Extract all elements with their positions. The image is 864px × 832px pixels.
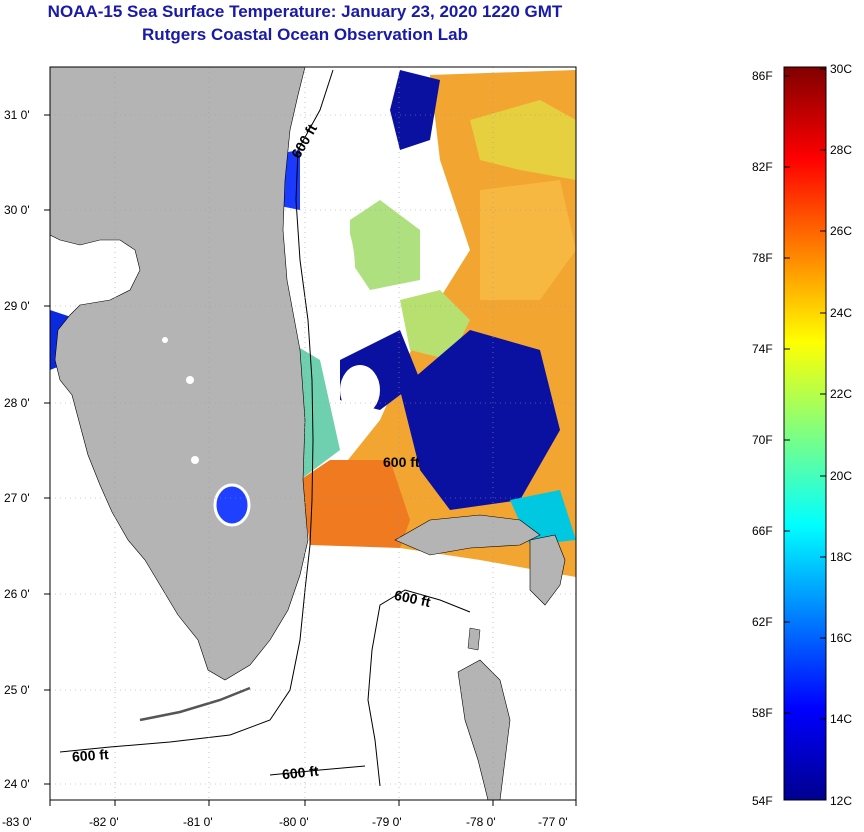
colorbar-c-label: 24C xyxy=(830,306,852,320)
contour-label: 600 ft xyxy=(281,763,319,783)
florida-keys xyxy=(139,686,251,722)
lon-label: -79 0' xyxy=(372,815,402,829)
lon-label: -82 0' xyxy=(89,815,119,829)
florida-landmass xyxy=(50,67,309,681)
colorbar-c-label: 12C xyxy=(830,794,852,808)
lat-label: 27 0' xyxy=(4,491,30,505)
colorbar-f-label: 70F xyxy=(752,433,773,447)
colorbar-f-label: 74F xyxy=(752,342,773,356)
lon-label: -83 0' xyxy=(2,815,32,829)
colorbar-c-label: 18C xyxy=(830,550,852,564)
lat-label: 25 0' xyxy=(4,683,30,697)
contour-label: 600 ft xyxy=(393,587,432,610)
chart-title: NOAA-15 Sea Surface Temperature: January… xyxy=(47,2,563,21)
lat-label: 24 0' xyxy=(4,777,30,791)
lon-label: -80 0' xyxy=(279,815,309,829)
lat-label: 30 0' xyxy=(4,203,30,217)
sst-data-layer xyxy=(50,67,576,800)
colorbar-c-label: 26C xyxy=(830,224,852,238)
andros-island xyxy=(457,659,511,800)
lat-label: 31 0' xyxy=(4,108,30,122)
map-border xyxy=(49,66,577,801)
colorbar-c-label: 28C xyxy=(830,143,852,157)
isobath-600ft-bahamas xyxy=(367,589,471,787)
lon-label: -78 0' xyxy=(466,815,496,829)
lon-label: -77 0' xyxy=(538,815,568,829)
chart-subtitle: Rutgers Coastal Ocean Observation Lab xyxy=(142,25,468,44)
colorbar-f-label: 54F xyxy=(752,794,773,808)
colorbar-f-label: 66F xyxy=(752,524,773,538)
colorbar-f-label: 86F xyxy=(752,69,773,83)
lat-label: 28 0' xyxy=(4,396,30,410)
colorbar-c-label: 22C xyxy=(830,387,852,401)
colorbar-c-label: 20C xyxy=(830,469,852,483)
lake-okeechobee xyxy=(213,483,251,527)
temperature-colorbar xyxy=(783,66,827,801)
colorbar-c-label: 14C xyxy=(830,712,852,726)
colorbar-f-label: 78F xyxy=(752,251,773,265)
lat-label: 29 0' xyxy=(4,299,30,313)
lat-label: 26 0' xyxy=(4,587,30,601)
colorbar-f-label: 62F xyxy=(752,615,773,629)
colorbar-f-label: 58F xyxy=(752,706,773,720)
contour-label: 600 ft xyxy=(383,454,420,470)
graticule xyxy=(50,67,576,800)
colorbar-c-label: 16C xyxy=(830,631,852,645)
abaco-island xyxy=(529,534,566,606)
cold-water-region xyxy=(400,330,560,510)
contour-label: 600 ft xyxy=(71,746,109,765)
lon-label: -81 0' xyxy=(183,815,213,829)
colorbar-f-label: 82F xyxy=(752,160,773,174)
isobath-600ft-west xyxy=(59,69,334,753)
grand-bahama xyxy=(394,514,541,556)
colorbar-c-label: 30C xyxy=(830,62,852,76)
